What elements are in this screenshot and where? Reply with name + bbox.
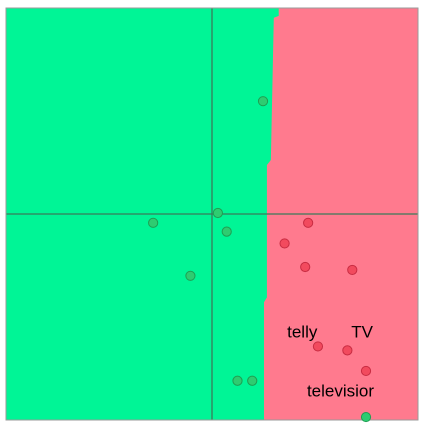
point-label: TV	[351, 323, 373, 342]
data-points	[148, 96, 372, 423]
red-point	[279, 238, 290, 249]
green-point	[212, 207, 223, 219]
green-point	[257, 96, 269, 107]
point-labels: telly TV televisior	[287, 323, 374, 401]
green-point	[148, 217, 159, 228]
red-point	[347, 264, 358, 276]
axis-lines	[6, 8, 418, 420]
point-label: televisior	[307, 382, 374, 401]
green-point	[221, 226, 232, 237]
red-point	[312, 341, 324, 352]
green-point	[247, 375, 258, 386]
red-point	[360, 365, 372, 377]
red-point	[342, 345, 353, 356]
red-point	[303, 217, 314, 228]
green-point	[185, 270, 196, 281]
green-point	[232, 375, 243, 386]
green-point	[360, 411, 372, 423]
red-point	[300, 261, 311, 273]
point-label: telly	[287, 323, 318, 342]
plot-frame	[5, 7, 419, 421]
